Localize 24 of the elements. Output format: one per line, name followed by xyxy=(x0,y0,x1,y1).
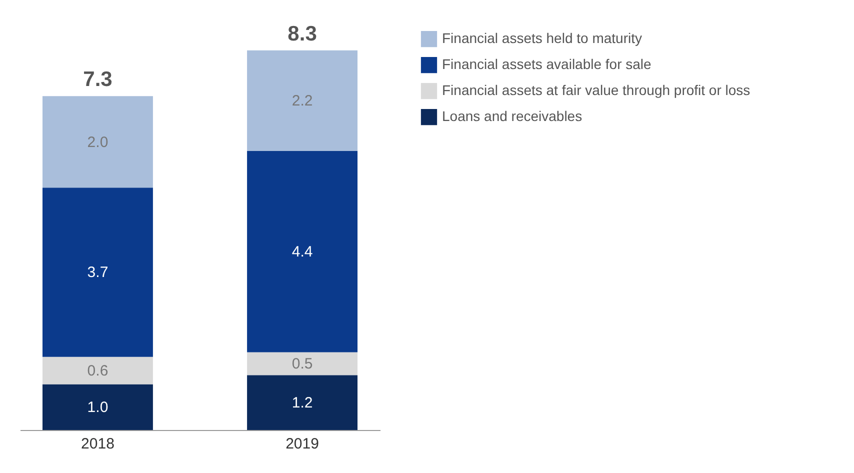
bar xyxy=(42,356,153,384)
data-label: 4.4 xyxy=(292,244,313,261)
bar xyxy=(247,50,358,151)
bar xyxy=(42,96,153,188)
bar xyxy=(247,150,358,352)
data-label: 2.0 xyxy=(87,134,108,151)
total-label: 7.3 xyxy=(83,68,112,92)
total-label: 8.3 xyxy=(288,22,317,46)
bar xyxy=(42,188,153,357)
data-label: 0.6 xyxy=(87,362,108,380)
data-label: 1.0 xyxy=(87,399,108,416)
x-tick-label: 2018 xyxy=(81,436,114,452)
bar xyxy=(247,375,358,430)
bar xyxy=(42,384,153,430)
data-label: 0.5 xyxy=(292,356,313,373)
legend-label: Financial assets available for sale xyxy=(442,56,652,72)
data-label: 1.2 xyxy=(292,394,313,412)
data-label: 2.2 xyxy=(292,92,313,110)
legend-label: Financial assets at fair value through profit or loss xyxy=(442,82,750,98)
legend-label: Financial assets held to maturity xyxy=(442,30,642,46)
legend-label: Loans and receivables xyxy=(442,108,582,124)
x-tick-label: 2019 xyxy=(286,436,319,452)
bar xyxy=(247,352,358,376)
data-label: 3.7 xyxy=(87,264,108,282)
